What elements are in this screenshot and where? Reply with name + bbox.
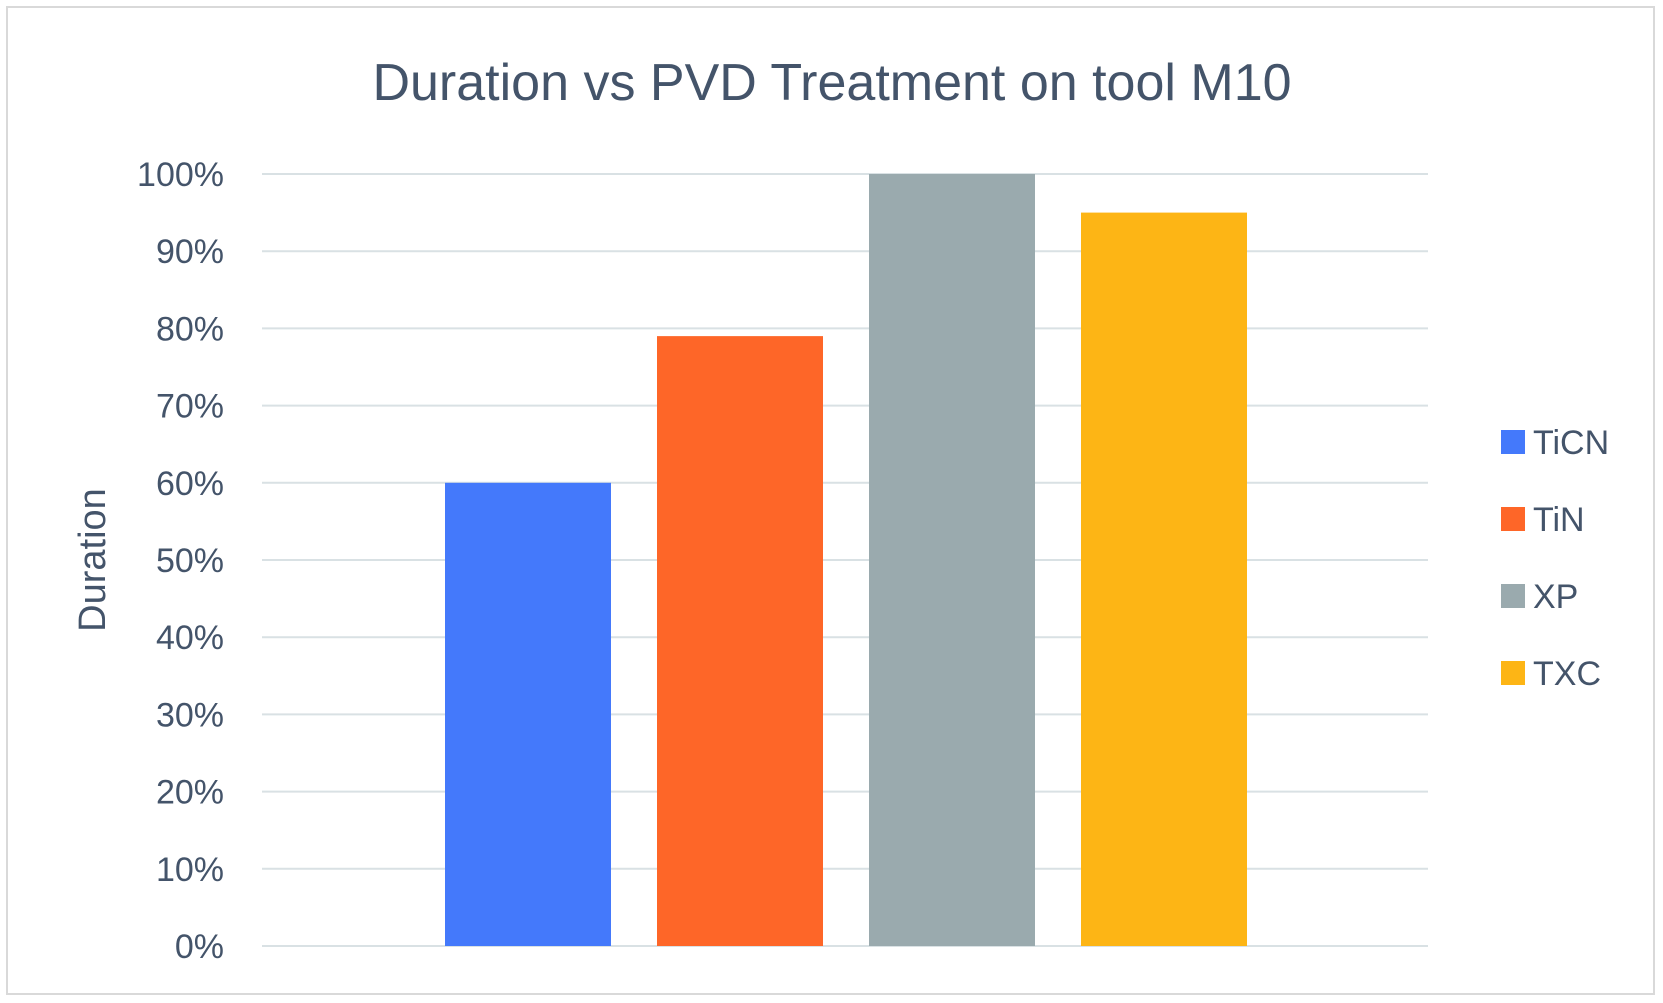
legend-swatch-xp <box>1501 584 1525 608</box>
legend-label-ticn: TiCN <box>1533 424 1609 462</box>
y-tick-label: 70% <box>156 388 224 426</box>
bar-txc <box>1081 212 1247 947</box>
legend-swatch-ticn <box>1501 430 1525 454</box>
bar-ticn <box>445 482 611 946</box>
y-tick-label: 100% <box>137 156 224 194</box>
bars <box>445 174 1247 947</box>
legend-label-xp: XP <box>1533 578 1578 616</box>
y-tick-label: 90% <box>156 233 224 271</box>
y-tick-label: 80% <box>156 310 224 348</box>
bar-xp <box>869 174 1035 946</box>
y-tick-label: 20% <box>156 774 224 812</box>
legend: TiCN TiN XP TXC <box>1501 424 1609 693</box>
chart-title: Duration vs PVD Treatment on tool M10 <box>372 54 1291 112</box>
y-axis-ticks: 0% 10% 20% 30% 40% 50% 60% 70% 80% 90% 100% <box>137 156 224 966</box>
y-tick-label: 60% <box>156 465 224 503</box>
bar-tin <box>657 336 823 946</box>
y-tick-label: 30% <box>156 696 224 734</box>
gridlines <box>262 173 1428 947</box>
legend-swatch-tin <box>1501 507 1525 531</box>
legend-label-txc: TXC <box>1533 655 1601 693</box>
y-tick-label: 0% <box>175 928 224 966</box>
y-axis-label: Duration <box>72 488 114 632</box>
legend-label-tin: TiN <box>1533 501 1585 539</box>
legend-swatch-txc <box>1501 661 1525 685</box>
y-tick-label: 40% <box>156 619 224 657</box>
chart-frame <box>6 6 1655 995</box>
y-tick-label: 50% <box>156 542 224 580</box>
y-tick-label: 10% <box>156 851 224 889</box>
